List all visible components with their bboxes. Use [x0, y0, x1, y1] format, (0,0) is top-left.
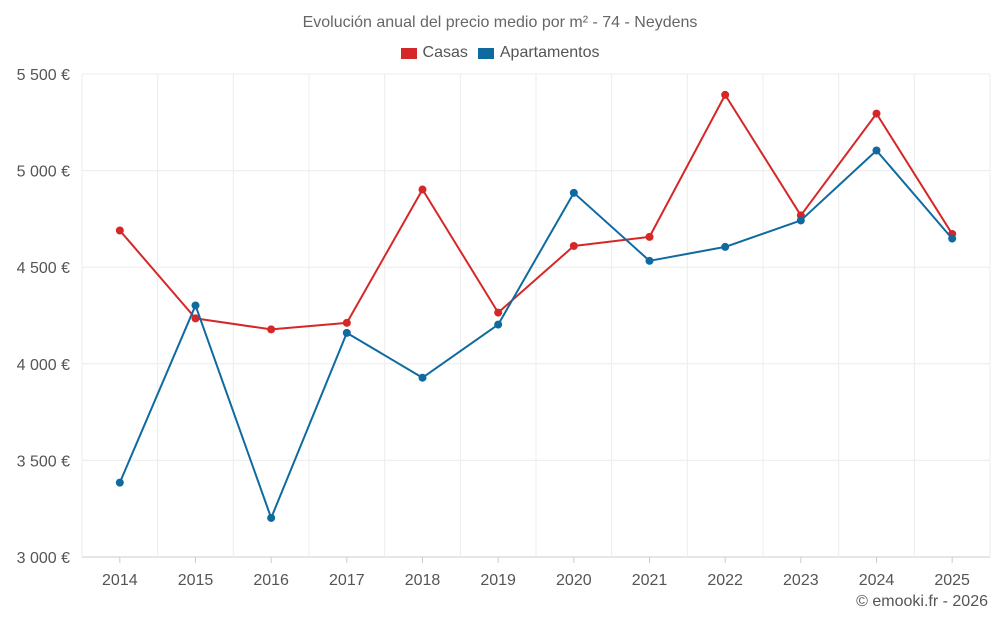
data-point-apartamentos[interactable] — [267, 513, 276, 522]
y-tick-label: 4 000 € — [17, 357, 70, 374]
data-point-casas[interactable] — [267, 325, 276, 334]
x-tick-label: 2019 — [480, 572, 516, 589]
x-tick-label: 2024 — [859, 572, 895, 589]
legend: Casas Apartamentos — [0, 44, 1000, 62]
legend-label-casas: Casas — [422, 44, 468, 61]
y-tick-label: 4 500 € — [17, 260, 70, 277]
x-tick-label: 2017 — [329, 572, 365, 589]
legend-swatch-casas — [400, 47, 417, 59]
data-point-apartamentos[interactable] — [796, 216, 805, 225]
x-tick-label: 2022 — [707, 572, 743, 589]
data-point-apartamentos[interactable] — [342, 328, 351, 337]
series — [115, 90, 957, 522]
y-tick-label: 3 500 € — [17, 453, 70, 470]
x-tick-label: 2023 — [783, 572, 819, 589]
x-tick-label: 2016 — [253, 572, 289, 589]
data-point-casas[interactable] — [494, 308, 503, 317]
copyright-footer: © emooki.fr - 2026 — [856, 593, 988, 610]
data-point-apartamentos[interactable] — [721, 242, 730, 251]
y-tick-label: 3 000 € — [17, 550, 70, 567]
data-point-apartamentos[interactable] — [191, 301, 200, 310]
data-point-casas[interactable] — [342, 318, 351, 327]
x-tick-label: 2020 — [556, 572, 592, 589]
y-tick-label: 5 000 € — [17, 164, 70, 181]
x-tick-label: 2025 — [934, 572, 970, 589]
x-tick-label: 2018 — [405, 572, 441, 589]
data-point-apartamentos[interactable] — [948, 234, 957, 243]
axes: 3 000 € 3 500 € 4 000 € 4 500 € 5 000 € 5 500… — [17, 67, 970, 589]
data-point-casas[interactable] — [191, 314, 200, 323]
data-point-casas[interactable] — [721, 90, 730, 99]
series-line-apartamentos — [118, 149, 953, 519]
data-point-apartamentos[interactable] — [115, 478, 124, 487]
data-point-apartamentos[interactable] — [645, 256, 654, 265]
chart-title: Evolución anual del precio medio por m² … — [302, 14, 698, 31]
data-point-casas[interactable] — [115, 226, 124, 235]
data-point-casas[interactable] — [569, 241, 578, 250]
x-tick-label: 2021 — [632, 572, 668, 589]
legend-item-apartamentos[interactable]: Apartamentos — [477, 44, 600, 62]
data-point-apartamentos[interactable] — [494, 320, 503, 329]
series-apartamentos — [115, 146, 957, 522]
y-tick-label: 5 500 € — [17, 67, 70, 84]
x-tick-label: 2014 — [102, 572, 138, 589]
data-point-apartamentos[interactable] — [569, 188, 578, 197]
data-point-casas[interactable] — [645, 232, 654, 241]
data-point-casas[interactable] — [418, 185, 427, 194]
data-point-apartamentos[interactable] — [418, 373, 427, 382]
data-point-apartamentos[interactable] — [872, 146, 881, 155]
legend-swatch-apartamentos — [477, 47, 494, 59]
series-line-casas — [119, 93, 954, 331]
legend-item-casas[interactable]: Casas — [400, 44, 468, 62]
data-point-casas[interactable] — [872, 109, 881, 118]
legend-label-apartamentos: Apartamentos — [499, 44, 600, 61]
x-tick-label: 2015 — [178, 572, 214, 589]
grid — [81, 73, 991, 558]
